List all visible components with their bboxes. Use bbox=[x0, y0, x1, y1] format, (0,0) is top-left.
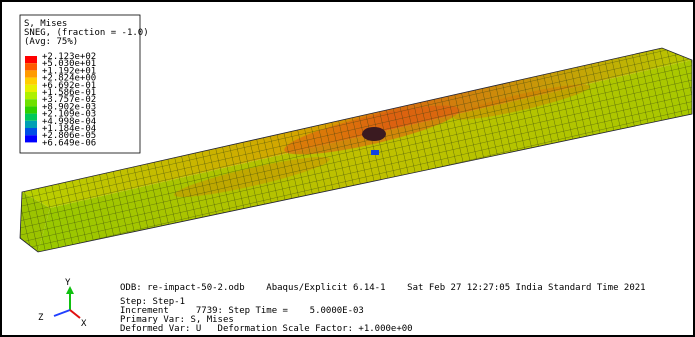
beam bbox=[19, 47, 693, 253]
legend-swatch bbox=[25, 99, 37, 107]
legend-label: +6.649e-06 bbox=[42, 138, 96, 148]
impactor bbox=[362, 127, 386, 141]
info-line: Step: Step-1 bbox=[120, 297, 185, 307]
legend-label: +2.123e+02 bbox=[42, 52, 96, 62]
axis-label: X bbox=[81, 319, 87, 329]
legend-label: +2.109e-03 bbox=[42, 110, 96, 120]
legend-swatch bbox=[25, 135, 37, 143]
legend-swatch bbox=[25, 77, 37, 85]
legend-label: +1.192e+01 bbox=[42, 66, 96, 76]
legend-label: +2.806e-05 bbox=[42, 131, 96, 141]
axis-label: Y bbox=[65, 278, 71, 288]
legend-title: (Avg: 75%) bbox=[24, 37, 78, 47]
legend-swatch bbox=[25, 63, 37, 71]
legend-label: +3.757e-02 bbox=[42, 95, 96, 105]
legend-swatch bbox=[25, 84, 37, 92]
legend-label: +8.902e-03 bbox=[42, 102, 96, 112]
legend-swatch bbox=[25, 120, 37, 128]
legend-swatch bbox=[25, 92, 37, 100]
legend-label: +1.586e-01 bbox=[42, 88, 96, 98]
info-line: Increment 7739: Step Time = 5.0000E-03 bbox=[120, 306, 364, 316]
legend-swatch bbox=[25, 128, 37, 136]
info-text: ODB: re-impact-50-2.odb Abaqus/Explicit … bbox=[120, 283, 646, 334]
info-line: Deformed Var: U Deformation Scale Factor… bbox=[120, 324, 413, 334]
legend-label: +1.184e-04 bbox=[42, 124, 96, 134]
legend-label: +5.030e+01 bbox=[42, 59, 96, 69]
info-line: ODB: re-impact-50-2.odb Abaqus/Explicit … bbox=[120, 283, 646, 293]
legend-swatch bbox=[25, 70, 37, 78]
legend-label: +6.692e-01 bbox=[42, 81, 96, 91]
triad: Y Z X bbox=[38, 278, 87, 329]
legend-swatch bbox=[25, 113, 37, 121]
legend-swatch bbox=[25, 56, 37, 64]
legend-title: SNEG, (fraction = -1.0) bbox=[24, 28, 149, 38]
legend-title: S, Mises bbox=[24, 19, 67, 29]
legend-label: +2.824e+00 bbox=[42, 74, 96, 84]
legend-swatch bbox=[25, 106, 37, 114]
axis-label: Z bbox=[38, 313, 44, 323]
info-line: Primary Var: S, Mises bbox=[120, 315, 234, 325]
legend-label: +4.998e-04 bbox=[42, 117, 96, 127]
